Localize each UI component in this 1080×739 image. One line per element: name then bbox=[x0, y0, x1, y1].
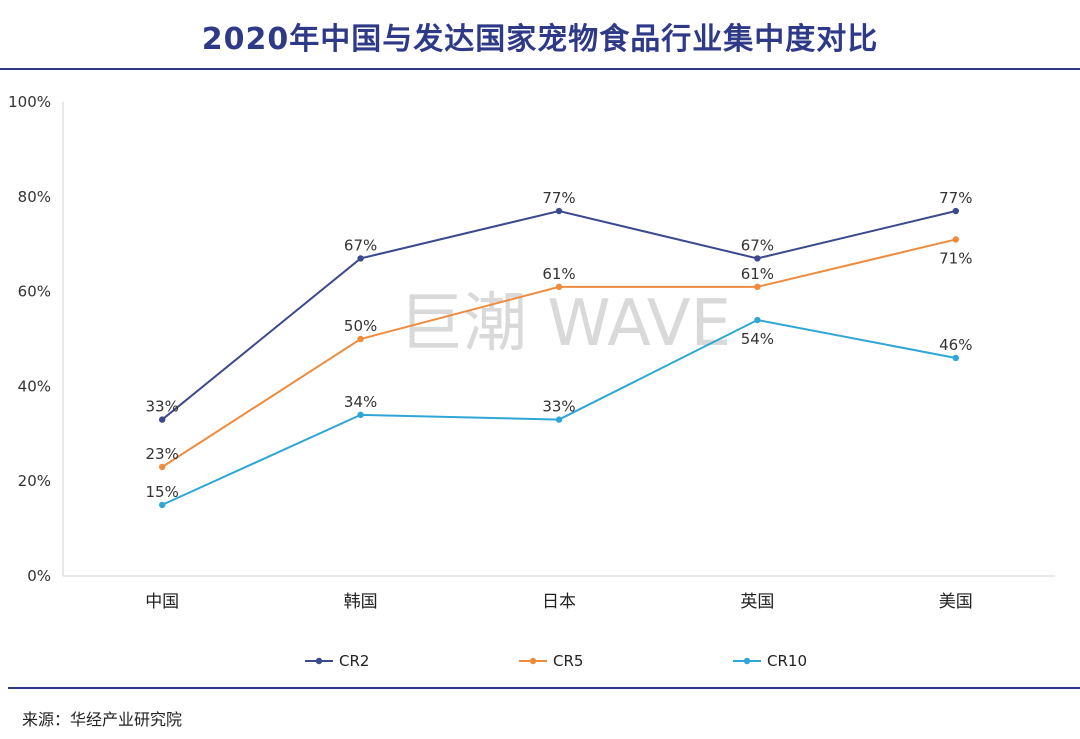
legend-label: CR10 bbox=[767, 652, 807, 670]
data-label: 71% bbox=[939, 249, 972, 267]
data-point bbox=[754, 316, 761, 324]
data-point bbox=[555, 416, 563, 423]
chart-title: 2020年中国与发达国家宠物食品行业集中度对比 bbox=[201, 22, 879, 57]
data-point bbox=[159, 463, 166, 471]
footer-divider bbox=[8, 687, 1080, 689]
y-tick-label: 60% bbox=[18, 283, 51, 301]
data-point bbox=[952, 207, 959, 215]
x-tick-label: 韩国 bbox=[344, 592, 378, 612]
data-point bbox=[357, 335, 364, 343]
legend-swatch-marker bbox=[743, 657, 751, 665]
title-divider bbox=[0, 68, 1080, 70]
data-point bbox=[357, 411, 364, 419]
legend-label: CR5 bbox=[553, 652, 583, 670]
y-tick-label: 100% bbox=[8, 93, 51, 111]
x-tick-label: 美国 bbox=[939, 592, 973, 612]
data-point bbox=[952, 236, 959, 243]
data-label: 54% bbox=[741, 330, 774, 348]
data-label: 67% bbox=[741, 236, 774, 254]
y-tick-label: 0% bbox=[27, 567, 51, 585]
data-point bbox=[555, 283, 563, 291]
series-cr10: 15% 34% 33% 54% 46% bbox=[146, 316, 972, 509]
legend-item-cr5: CR5 bbox=[519, 652, 583, 670]
data-label: 23% bbox=[146, 445, 179, 463]
legend-item-cr10: CR10 bbox=[733, 652, 807, 670]
data-label: 46% bbox=[939, 336, 972, 354]
legend-swatch-marker bbox=[529, 657, 537, 665]
legend-item-cr2: CR2 bbox=[305, 652, 369, 670]
data-label: 61% bbox=[741, 265, 774, 283]
data-label: 33% bbox=[146, 398, 179, 416]
line-chart: 巨潮 WAVE 0% 20% 40% 60% 80% 100% 中国 韩国 日本 英国 美国 33%… bbox=[8, 93, 1055, 670]
data-label: 67% bbox=[344, 236, 377, 254]
data-label: 33% bbox=[542, 398, 575, 416]
y-tick-label: 40% bbox=[18, 377, 51, 395]
data-label: 50% bbox=[344, 317, 377, 335]
y-tick-label: 80% bbox=[18, 188, 51, 206]
data-label: 77% bbox=[939, 189, 972, 207]
data-point bbox=[952, 354, 959, 362]
legend-swatch-marker bbox=[315, 657, 323, 665]
chart-series: 33% 67% 77% 67% 77% 23% 50% 61% 61% 71% 15% 34% 33% 5… bbox=[146, 189, 972, 509]
data-point bbox=[754, 283, 761, 291]
series-cr5: 23% 50% 61% 61% 71% bbox=[146, 236, 972, 471]
x-tick-label: 中国 bbox=[145, 592, 179, 612]
y-tick-label: 20% bbox=[18, 472, 51, 490]
data-point bbox=[357, 255, 364, 262]
data-point bbox=[159, 501, 166, 509]
data-point bbox=[159, 416, 166, 423]
data-point bbox=[754, 255, 761, 262]
data-label: 77% bbox=[542, 189, 575, 207]
source-note: 来源：华经产业研究院 bbox=[22, 710, 183, 729]
data-point bbox=[555, 207, 563, 215]
data-label: 61% bbox=[542, 265, 575, 283]
series-cr2: 33% 67% 77% 67% 77% bbox=[146, 189, 972, 423]
data-label: 15% bbox=[146, 483, 179, 501]
x-tick-label: 日本 bbox=[542, 592, 576, 612]
watermark: 巨潮 WAVE bbox=[399, 287, 731, 361]
chart-axes: 0% 20% 40% 60% 80% 100% 中国 韩国 日本 英国 美国 bbox=[8, 93, 1055, 612]
chart-legend: CR2 CR5 CR10 bbox=[305, 652, 807, 670]
legend-label: CR2 bbox=[339, 652, 369, 670]
x-tick-label: 英国 bbox=[740, 592, 774, 612]
data-label: 34% bbox=[344, 393, 377, 411]
